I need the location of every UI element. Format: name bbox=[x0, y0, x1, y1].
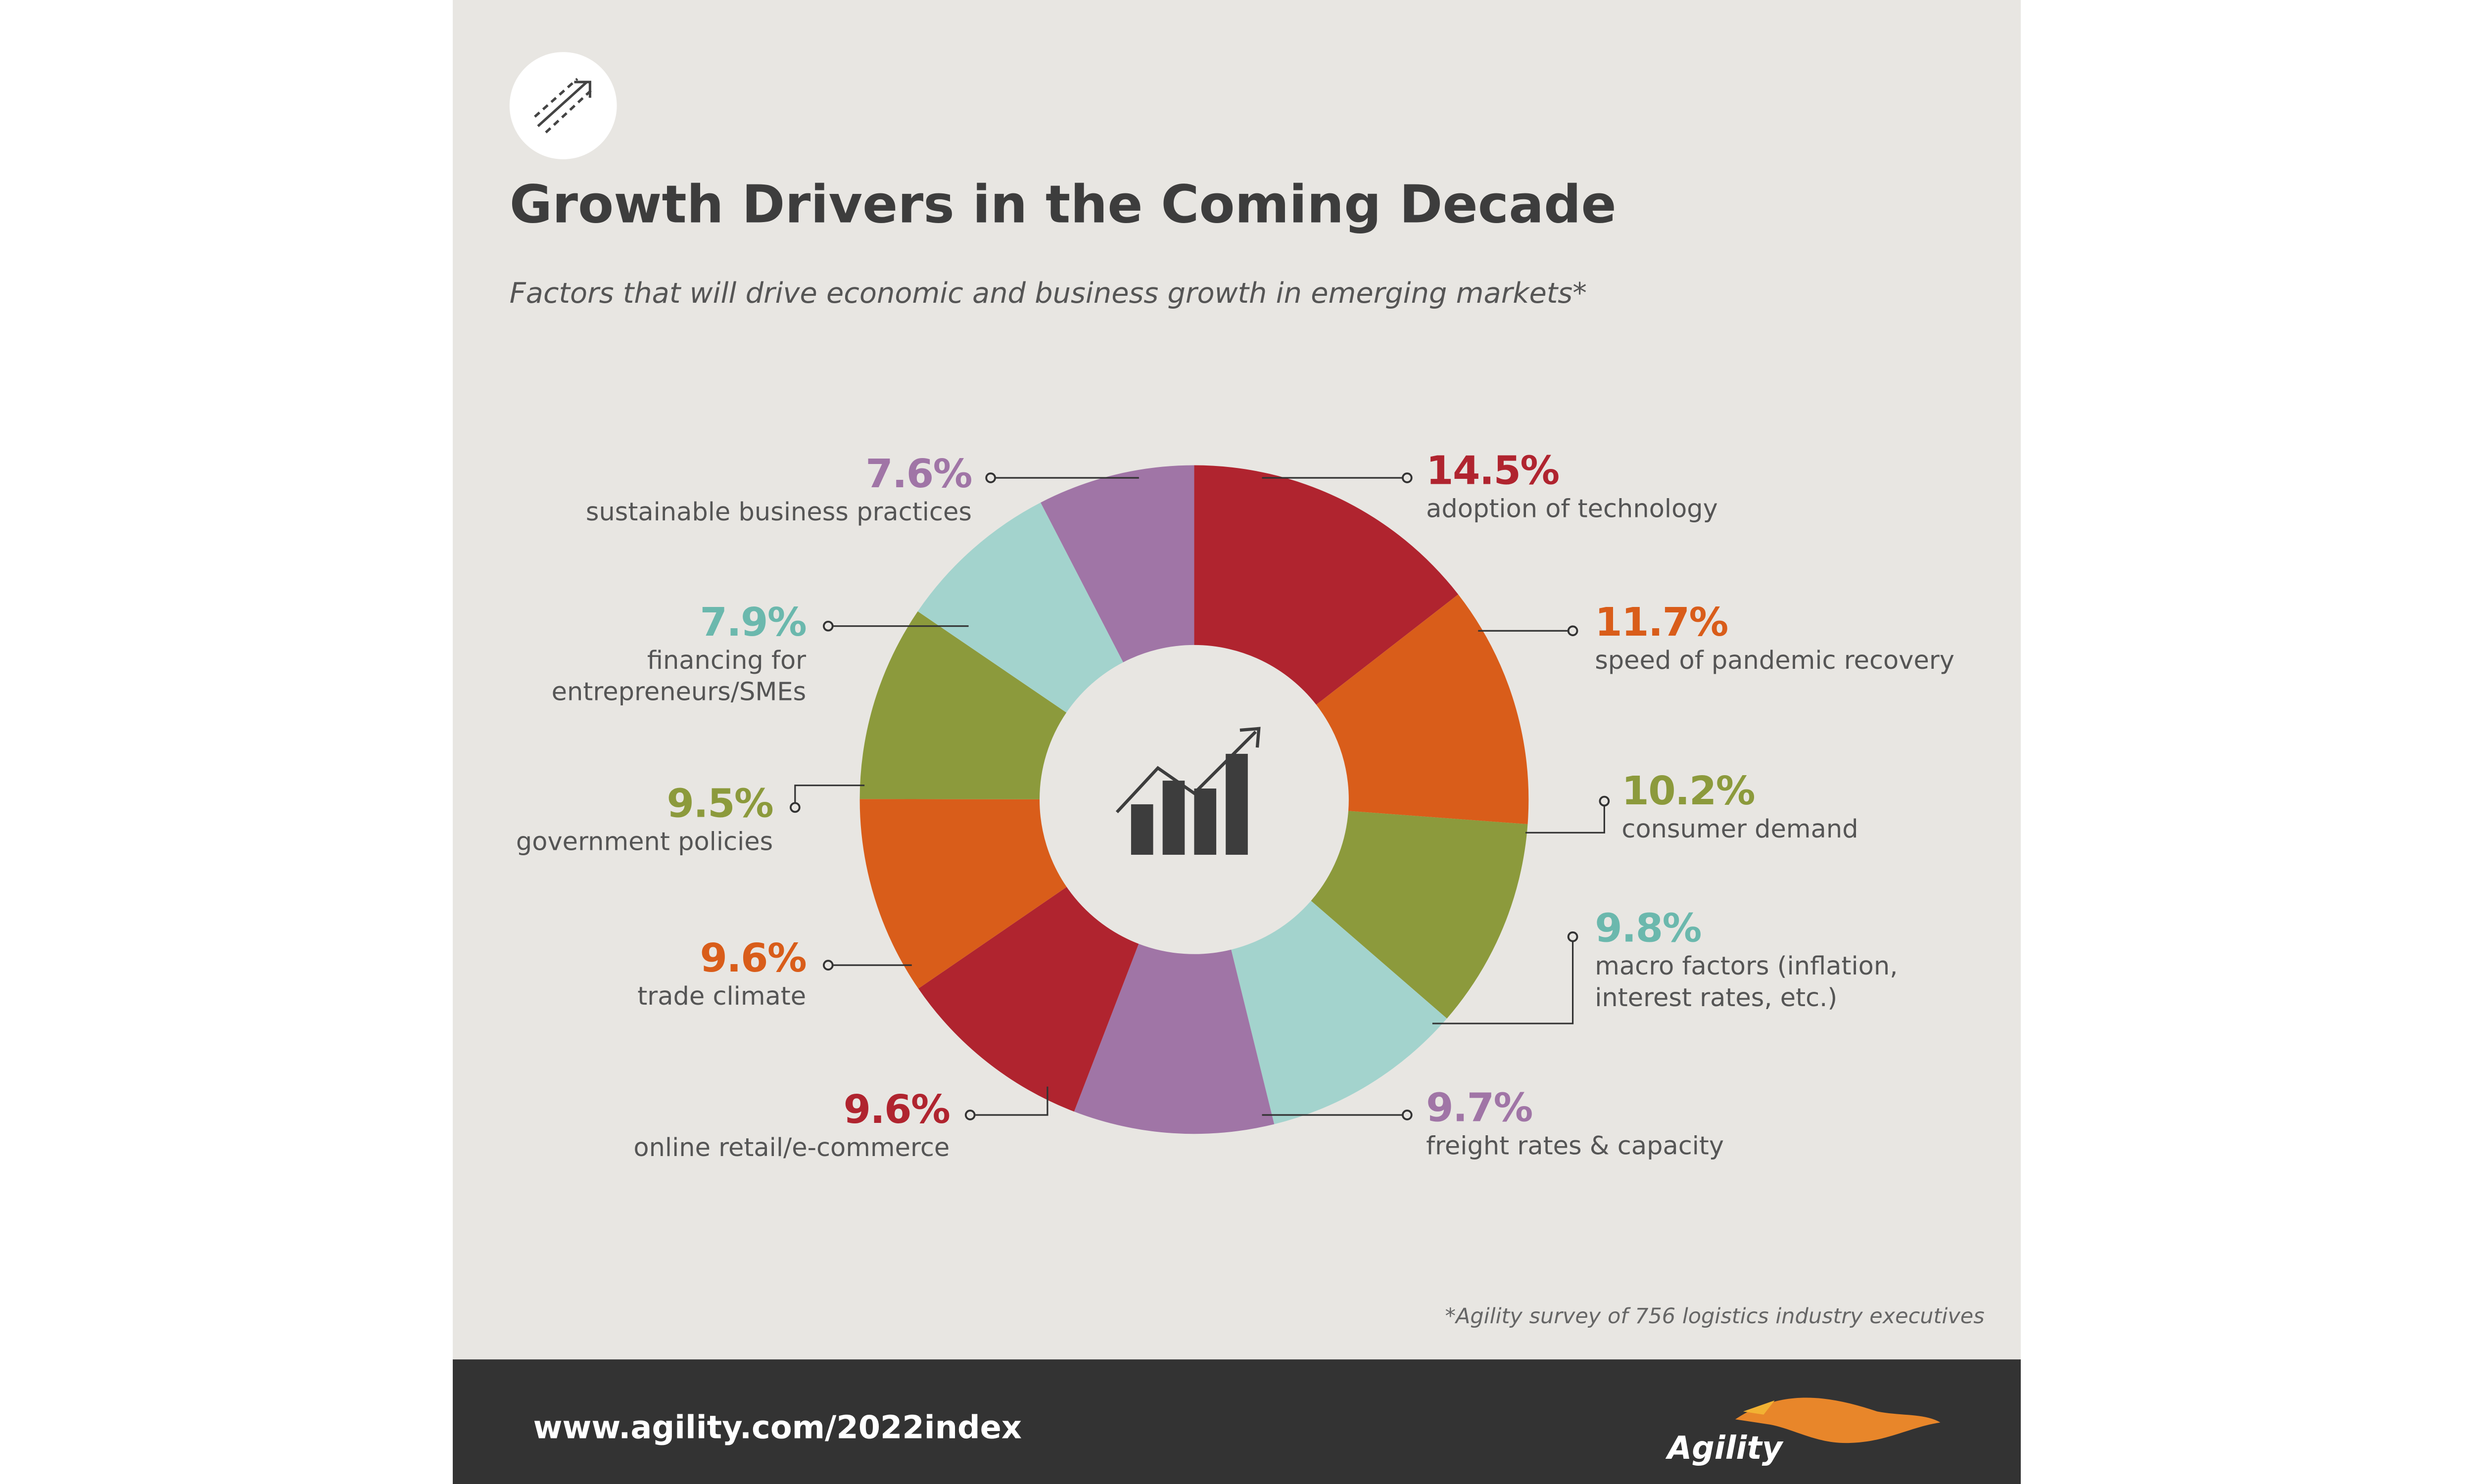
label-box: 10.2%consumer demand bbox=[1621, 770, 2008, 846]
category-label: online retail/e-commerce bbox=[633, 1131, 950, 1162]
label: 11.7% speed of pandemic recovery bbox=[1595, 601, 2005, 677]
leader-dot bbox=[1599, 795, 1610, 807]
leader-line bbox=[970, 1086, 1048, 1116]
donut-segment bbox=[859, 611, 1067, 799]
footer-url: www.agility.com/2022index bbox=[533, 1410, 1022, 1446]
label-box: 7.9%financing for entrepreneurs/SMEs bbox=[522, 601, 807, 710]
donut bbox=[859, 465, 1529, 1134]
value-label: 10.2% bbox=[1621, 769, 1755, 814]
label: 9.8% macro factors (inflation, interest r… bbox=[1595, 907, 1973, 1016]
leader-dot bbox=[964, 1110, 976, 1120]
title: Growth Drivers in the Coming Decade bbox=[510, 174, 1617, 235]
leader-dot bbox=[1567, 931, 1578, 942]
label-box: 14.5%adoption of technology bbox=[1426, 450, 1947, 526]
donut-segment bbox=[1311, 811, 1528, 1019]
label: 7.6% sustainable business practices bbox=[498, 452, 972, 529]
label-box: 9.8%macro factors (inflation, interest r… bbox=[1595, 907, 1973, 1016]
label-box: 11.7%speed of pandemic recovery bbox=[1595, 601, 2005, 677]
value-label: 9.8% bbox=[1595, 907, 1702, 951]
category-label: speed of pandemic recovery bbox=[1595, 644, 1955, 674]
label: 9.7% freight rates & capacity bbox=[1426, 1087, 1947, 1163]
label-box: 9.7%freight rates & capacity bbox=[1426, 1087, 1947, 1163]
category-label: financing for entrepreneurs/SMEs bbox=[551, 644, 807, 707]
value-label: 9.6% bbox=[843, 1088, 950, 1133]
footnote: *Agility survey of 756 logistics industr… bbox=[1445, 1304, 1984, 1329]
label-box: 9.6%trade climate bbox=[491, 936, 807, 1013]
donut-segment bbox=[1231, 900, 1447, 1124]
value-label: 11.7% bbox=[1595, 601, 1728, 645]
value-label: 7.9% bbox=[700, 601, 807, 645]
category-label: macro factors (inflation, interest rates… bbox=[1595, 950, 1898, 1013]
logo: Agility bbox=[1665, 1397, 1941, 1467]
donut-segment bbox=[918, 887, 1139, 1112]
category-label: trade climate bbox=[637, 980, 807, 1010]
leader-dot bbox=[822, 960, 834, 971]
label: 9.6% trade climate bbox=[491, 936, 807, 1013]
label: 9.5% government policies bbox=[458, 782, 773, 858]
label-box: 9.5%government policies bbox=[458, 782, 773, 858]
category-label: sustainable business practices bbox=[585, 496, 972, 526]
label: 10.2% consumer demand bbox=[1621, 770, 2008, 846]
labels: 14.5%adoption of technology 11.7%speed of… bbox=[458, 450, 2008, 1164]
leader-line bbox=[1432, 936, 1574, 1024]
value-label: 7.6% bbox=[865, 452, 972, 497]
leader-line bbox=[1525, 801, 1605, 834]
leader-dot bbox=[822, 620, 834, 632]
value-label: 9.6% bbox=[700, 936, 807, 981]
brand: Agility bbox=[1665, 1430, 1784, 1467]
donut-segment bbox=[1041, 465, 1194, 662]
value-label: 9.5% bbox=[666, 782, 773, 827]
leader-dot bbox=[790, 802, 801, 813]
category-label: adoption of technology bbox=[1426, 493, 1718, 523]
top-icon bbox=[509, 52, 617, 159]
label: 14.5% adoption of technology bbox=[1426, 450, 1947, 526]
label: 9.6% online retail/e-commerce bbox=[555, 1088, 950, 1164]
donut-segment bbox=[859, 799, 1067, 989]
subtitle: Factors that will drive economic and bus… bbox=[510, 277, 1587, 310]
donut-segment bbox=[1194, 465, 1459, 705]
leader-dot bbox=[985, 472, 997, 483]
value-label: 9.7% bbox=[1426, 1086, 1533, 1131]
leader-dot bbox=[1567, 625, 1578, 637]
label-box: 9.6%online retail/e-commerce bbox=[555, 1088, 950, 1164]
donut-segment bbox=[917, 502, 1123, 713]
category-label: consumer demand bbox=[1621, 813, 1858, 843]
center-icon bbox=[1115, 727, 1261, 855]
leader-line bbox=[794, 785, 865, 808]
leader-dot bbox=[1401, 1110, 1413, 1120]
donut-segment bbox=[1316, 594, 1529, 825]
label-box: 7.6%sustainable business practices bbox=[498, 452, 972, 529]
panel bbox=[453, 0, 2021, 1360]
donut-segment bbox=[1074, 943, 1275, 1134]
category-label: government policies bbox=[516, 825, 773, 856]
leader-dot bbox=[1401, 472, 1413, 483]
value-label: 14.5% bbox=[1426, 449, 1560, 494]
category-label: freight rates & capacity bbox=[1426, 1130, 1724, 1160]
label: 7.9% financing for entrepreneurs/SMEs bbox=[522, 601, 807, 710]
